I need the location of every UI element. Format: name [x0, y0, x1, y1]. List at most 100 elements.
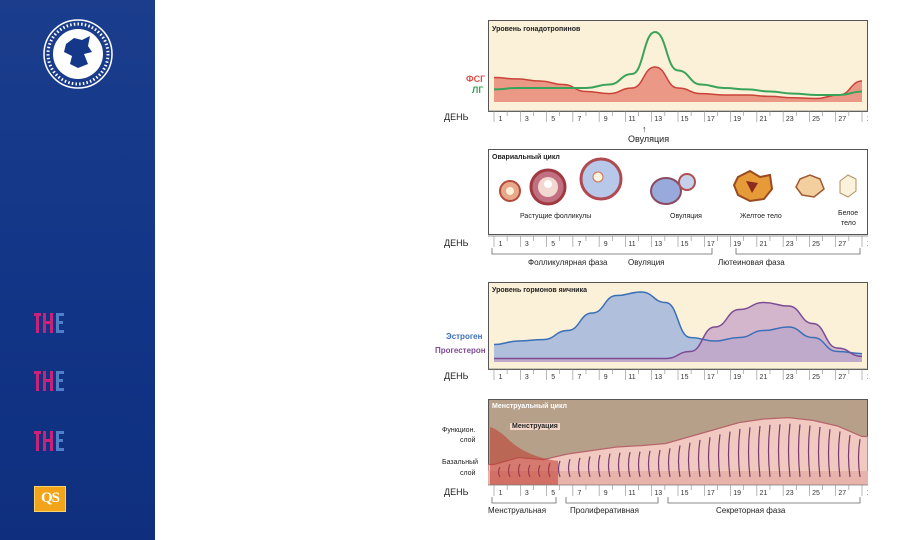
- day-label-3: ДЕНЬ: [444, 371, 469, 381]
- uterine-gland: [757, 425, 761, 478]
- menstruation-label: Менструация: [510, 423, 560, 430]
- day-tick-label: 23: [786, 490, 794, 497]
- panel-ovarian-cycle: [488, 149, 868, 235]
- day-tick-label: 17: [707, 241, 715, 248]
- white-body-label-1: Белое: [838, 210, 859, 217]
- panel1-title: Уровень гонадотропинов: [492, 26, 581, 33]
- menstrual-cycle-figure: Уровень гонадотропинов ФСГ ЛГ 1 3 5 7 9 11 13 1…: [420, 10, 880, 530]
- day-tick-label: 27: [838, 374, 846, 381]
- university-emblem-icon: [43, 19, 113, 89]
- basal-layer-label-2: слой: [460, 470, 476, 477]
- day-tick-label: 1: [867, 490, 868, 497]
- uterine-gland: [717, 434, 721, 478]
- ovulation-arrow-1: ↑: [642, 124, 647, 134]
- fsh-area: [494, 67, 862, 102]
- day-tick-label: 13: [654, 374, 662, 381]
- day-tick-label: 13: [654, 490, 662, 497]
- day-tick-label: 1: [867, 374, 868, 381]
- day-tick-label: 25: [812, 490, 820, 497]
- day-tick-label: 21: [760, 116, 768, 123]
- day-tick-label: 3: [525, 374, 529, 381]
- day-tick-label: 3: [525, 490, 529, 497]
- panel4-title: Менструальный цикл: [492, 403, 567, 410]
- day-tick-label: 11: [628, 374, 635, 381]
- the-ranking-logo-icon: [34, 431, 64, 451]
- qs-logo-text: QS: [40, 490, 60, 506]
- uterine-gland: [797, 424, 801, 478]
- day-tick-label: 13: [654, 116, 662, 123]
- day-tick-label: 11: [628, 490, 635, 497]
- qs-ranking-logo-icon: QS: [34, 486, 66, 512]
- uterine-gland: [787, 423, 791, 478]
- uterine-gland: [727, 431, 731, 478]
- day-tick-label: 7: [577, 241, 581, 248]
- uterine-gland: [627, 452, 631, 478]
- uterine-gland: [667, 448, 671, 478]
- day-tick-label: 9: [604, 241, 608, 248]
- day-tick-label: 25: [812, 241, 820, 248]
- uterine-gland: [737, 428, 741, 478]
- the-ranking-logo-icon: [34, 371, 64, 391]
- day-tick-label: 1: [867, 241, 868, 248]
- fsh-legend-label: ФСГ: [466, 74, 486, 84]
- estrogen-line: [493, 291, 863, 355]
- uterine-glands: [497, 423, 861, 478]
- day-tick-label: 19: [733, 241, 741, 248]
- corpus-luteum-large: [732, 169, 774, 203]
- day-tick-label: 25: [812, 374, 820, 381]
- uterine-gland: [657, 449, 661, 478]
- basal-layer: [488, 471, 868, 485]
- progesterone-legend-label: Прогестерон: [435, 346, 486, 355]
- day-tick-label: 1: [499, 490, 503, 497]
- day-tick-label: 1: [499, 241, 503, 248]
- estrogen-legend-label: Эстроген: [446, 332, 483, 341]
- the-ranking-logo-icon: [34, 313, 64, 333]
- day-tick-label: 19: [733, 116, 741, 123]
- day-tick-label: 7: [577, 374, 581, 381]
- menstruation-shedding: [490, 427, 558, 485]
- panel-ovarian-hormones: [488, 282, 868, 370]
- follicle-1: [499, 180, 521, 202]
- fsh-line: [493, 66, 863, 100]
- day-tick-label: 7: [577, 490, 581, 497]
- uterine-gland: [827, 429, 831, 478]
- follicle-2: [529, 168, 567, 206]
- luteal-phase-label: Лютеиновая фаза: [718, 258, 785, 267]
- day-tick-label: 5: [551, 241, 555, 248]
- secretory-phase-label: Секреторная фаза: [716, 506, 786, 515]
- day-tick-label: 15: [681, 116, 689, 123]
- follicular-phase-label: Фолликулярная фаза: [528, 258, 608, 267]
- day-tick-label: 17: [707, 116, 715, 123]
- progesterone-line: [494, 301, 863, 360]
- day-tick-label: 9: [604, 490, 608, 497]
- day-tick-label: 21: [760, 374, 768, 381]
- uterine-gland: [847, 434, 851, 478]
- day-tick-label: 13: [654, 241, 662, 248]
- day-axis-4: 135791113151719212325271: [488, 484, 868, 497]
- uterine-gland: [567, 458, 571, 478]
- day-tick-label: 17: [707, 374, 715, 381]
- day-tick-label: 5: [551, 116, 555, 123]
- uterine-gland: [577, 457, 581, 478]
- follicle-3: [579, 157, 623, 201]
- progesterone-area: [494, 302, 862, 362]
- panel-gonadotropins: [488, 20, 868, 112]
- yellow-body-label: Желтое тело: [740, 213, 782, 220]
- uterine-gland: [647, 450, 651, 478]
- day-tick-label: 21: [760, 490, 768, 497]
- uterine-gland: [807, 425, 811, 478]
- day-tick-label: 11: [628, 241, 635, 248]
- uterine-gland: [777, 424, 781, 478]
- uterine-gland: [837, 431, 841, 478]
- day-tick-label: 25: [812, 116, 820, 123]
- day-label-4: ДЕНЬ: [444, 487, 469, 497]
- day-tick-label: 15: [681, 374, 689, 381]
- uterine-gland: [587, 456, 591, 478]
- functional-layer-label-1: Функцион.: [442, 427, 476, 434]
- uterine-gland: [707, 437, 711, 478]
- day-tick-label: 1: [867, 116, 868, 123]
- ovulation-label-1: Овуляция: [628, 134, 670, 144]
- day-label-1: ДЕНЬ: [444, 112, 469, 122]
- day-tick-label: 1: [499, 116, 503, 123]
- day-tick-label: 7: [577, 116, 581, 123]
